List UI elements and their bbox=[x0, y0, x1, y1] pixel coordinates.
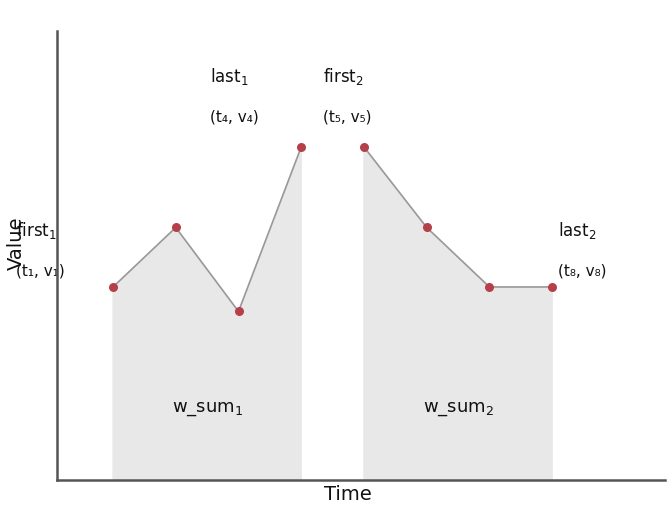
Text: w_sum$_1$: w_sum$_1$ bbox=[171, 401, 243, 419]
Point bbox=[359, 143, 370, 151]
Point bbox=[484, 283, 495, 291]
Point bbox=[171, 223, 181, 231]
Text: (t₁, v₁): (t₁, v₁) bbox=[16, 263, 65, 278]
Point bbox=[421, 223, 432, 231]
X-axis label: Time: Time bbox=[325, 485, 372, 504]
Text: first$_2$: first$_2$ bbox=[323, 66, 364, 87]
Text: first$_1$: first$_1$ bbox=[16, 220, 57, 242]
Polygon shape bbox=[364, 147, 552, 479]
Polygon shape bbox=[113, 147, 301, 479]
Text: (t₄, v₄): (t₄, v₄) bbox=[210, 109, 259, 124]
Text: (t₅, v₅): (t₅, v₅) bbox=[323, 109, 372, 124]
Point bbox=[296, 143, 306, 151]
Point bbox=[233, 308, 244, 316]
Text: w_sum$_2$: w_sum$_2$ bbox=[423, 401, 493, 419]
Point bbox=[547, 283, 558, 291]
Text: last$_1$: last$_1$ bbox=[210, 66, 249, 87]
Point bbox=[108, 283, 118, 291]
Y-axis label: Value: Value bbox=[7, 217, 26, 270]
Text: last$_2$: last$_2$ bbox=[558, 220, 597, 242]
Text: (t₈, v₈): (t₈, v₈) bbox=[558, 263, 607, 278]
